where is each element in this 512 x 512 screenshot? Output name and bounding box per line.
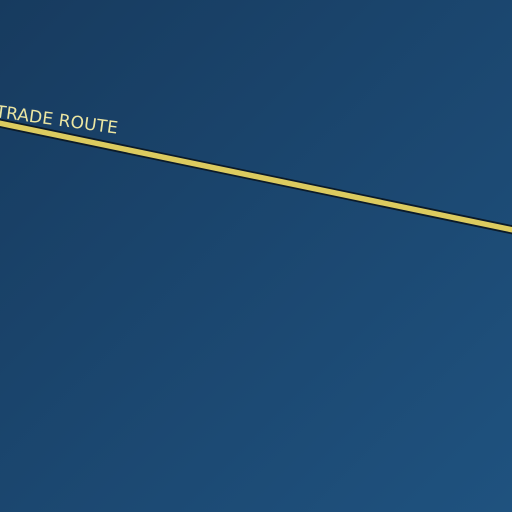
trade-route-line[interactable]: [0, 120, 512, 233]
trade-route[interactable]: [0, 118, 512, 235]
